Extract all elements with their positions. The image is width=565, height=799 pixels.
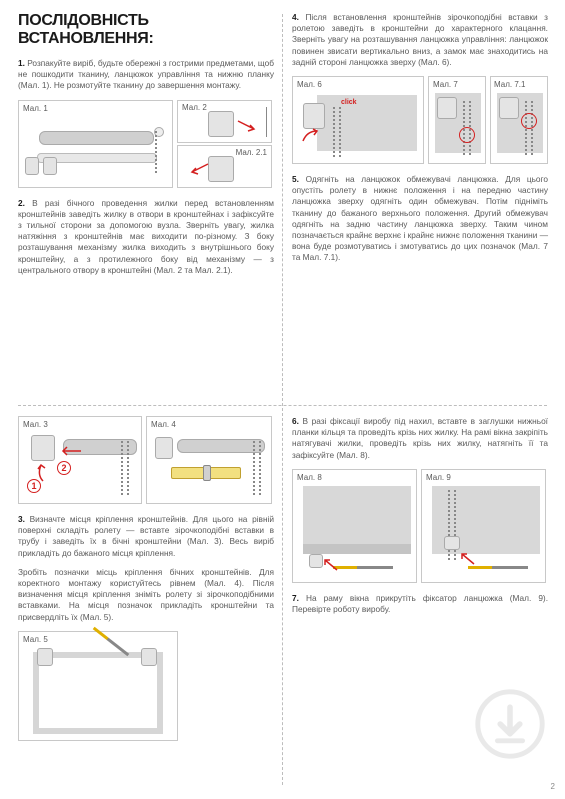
step-3-text-1: 3. Визначте місця кріплення кронштейнів.…: [18, 514, 274, 559]
step-2-text: 2. В разі бічного проведення жилки перед…: [18, 198, 274, 276]
step-7-text: 7. На раму вікна прикрутіть фіксатор лан…: [292, 593, 548, 615]
figure-label: Мал. 7: [433, 80, 458, 89]
click-label: click: [341, 99, 357, 106]
figure-label: Мал. 2.1: [236, 148, 267, 157]
figure-label: Мал. 6: [297, 80, 322, 89]
step-3-text-2: Зробіть позначки місць кріплення бічних …: [18, 567, 274, 623]
figure-1: Мал. 1: [18, 100, 173, 188]
vertical-divider: [282, 14, 283, 785]
figure-label: Мал. 4: [151, 420, 176, 429]
figure-4: Мал. 4: [146, 416, 272, 504]
figure-label: Мал. 2: [182, 103, 207, 112]
figure-label: Мал. 5: [23, 635, 48, 644]
step-5-text: 5. Одягніть на ланцюжок обмежувачі ланцю…: [292, 174, 548, 264]
figure-9: Мал. 9: [421, 469, 546, 583]
figure-label: Мал. 1: [23, 104, 48, 113]
figure-2-group: Мал. 2 Мал. 2.1: [177, 100, 272, 192]
figure-label: Мал. 8: [297, 473, 322, 482]
figure-label: Мал. 9: [426, 473, 451, 482]
horizontal-divider: [18, 405, 547, 406]
figure-6: Мал. 6 click: [292, 76, 424, 164]
figure-5: Мал. 5: [18, 631, 178, 741]
figure-label: Мал. 7.1: [494, 80, 525, 89]
watermark-icon: [475, 689, 545, 759]
page-title: ПОСЛІДОВНІСТЬ ВСТАНОВЛЕННЯ:: [18, 12, 274, 48]
page-number: 2: [551, 782, 555, 791]
figure-8: Мал. 8: [292, 469, 417, 583]
callout-2: 2: [57, 461, 71, 475]
step-4-text: 4. Після встановлення кронштейнів зірочк…: [292, 12, 548, 68]
step-6-text: 6. В разі фіксації виробу під нахил, вст…: [292, 416, 548, 461]
figure-7: Мал. 7: [428, 76, 486, 164]
figure-3: Мал. 3 2 1: [18, 416, 142, 504]
step-1-text: 1. Розпакуйте виріб, будьте обережні з г…: [18, 58, 274, 92]
figure-label: Мал. 3: [23, 420, 48, 429]
figure-7-1: Мал. 7.1: [490, 76, 548, 164]
